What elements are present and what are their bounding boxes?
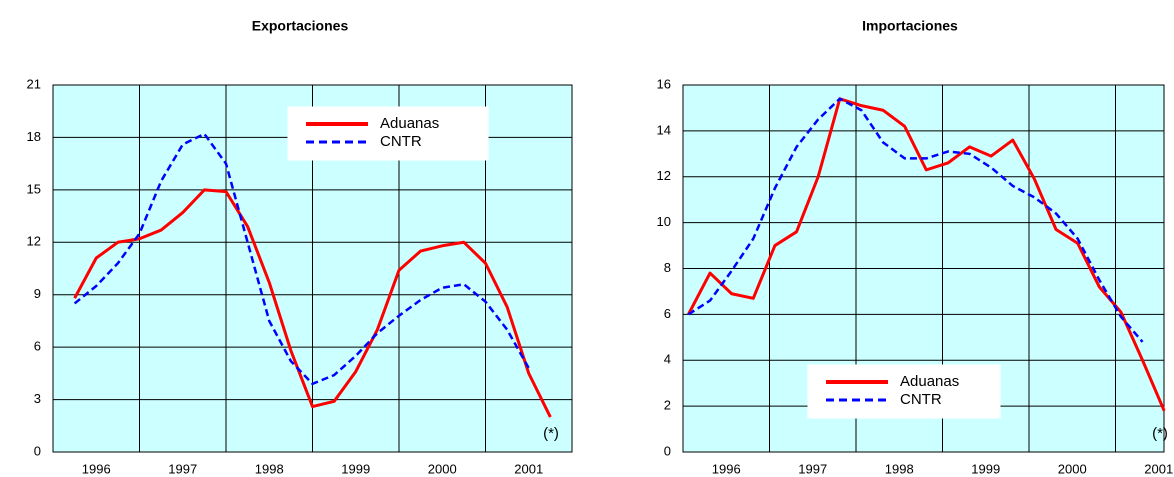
annotation: (*) bbox=[1152, 425, 1168, 442]
x-tick-label: 2001 bbox=[514, 461, 543, 476]
y-tick-label: 0 bbox=[34, 443, 41, 458]
x-tick-label: 1996 bbox=[712, 461, 741, 476]
line-0 bbox=[687, 97, 1166, 412]
y-tick-label: 10 bbox=[657, 214, 671, 229]
chart-title: Importaciones bbox=[862, 18, 958, 34]
legend-label: CNTR bbox=[380, 133, 422, 150]
x-tick-label: 1996 bbox=[82, 461, 111, 476]
x-tick-label: 1999 bbox=[971, 461, 1000, 476]
y-tick-label: 14 bbox=[657, 122, 671, 137]
x-tick-label: 1998 bbox=[885, 461, 914, 476]
x-tick-label: 1997 bbox=[168, 461, 197, 476]
y-tick-label: 4 bbox=[664, 352, 671, 367]
y-tick-label: 12 bbox=[27, 234, 41, 249]
y-tick-label: 16 bbox=[657, 76, 671, 91]
x-tick-label: 2000 bbox=[428, 461, 457, 476]
legend-box bbox=[807, 364, 1001, 419]
line-1 bbox=[687, 97, 1144, 343]
y-tick-label: 6 bbox=[34, 339, 41, 354]
chart-title: Exportaciones bbox=[252, 18, 349, 34]
x-tick-label: 2000 bbox=[1058, 461, 1087, 476]
y-tick-label: 18 bbox=[27, 129, 41, 144]
line-0 bbox=[73, 188, 552, 418]
x-tick-label: 1998 bbox=[255, 461, 284, 476]
y-tick-label: 15 bbox=[27, 181, 41, 196]
line-1 bbox=[73, 132, 530, 386]
legend-label: Aduanas bbox=[900, 373, 959, 390]
y-tick-label: 2 bbox=[664, 398, 671, 413]
x-tick-label: 1997 bbox=[798, 461, 827, 476]
y-tick-label: 0 bbox=[664, 443, 671, 458]
y-tick-label: 9 bbox=[34, 286, 41, 301]
x-tick-label: 1999 bbox=[341, 461, 370, 476]
y-tick-label: 21 bbox=[27, 76, 41, 91]
y-tick-label: 8 bbox=[664, 260, 671, 275]
legend-label: Aduanas bbox=[380, 115, 439, 132]
annotation: (*) bbox=[543, 425, 559, 442]
y-tick-label: 12 bbox=[657, 168, 671, 183]
legend-box bbox=[287, 106, 489, 161]
y-tick-label: 3 bbox=[34, 391, 41, 406]
y-tick-label: 6 bbox=[664, 306, 671, 321]
legend-label: CNTR bbox=[900, 391, 942, 408]
x-tick-label: 2001 bbox=[1144, 461, 1173, 476]
